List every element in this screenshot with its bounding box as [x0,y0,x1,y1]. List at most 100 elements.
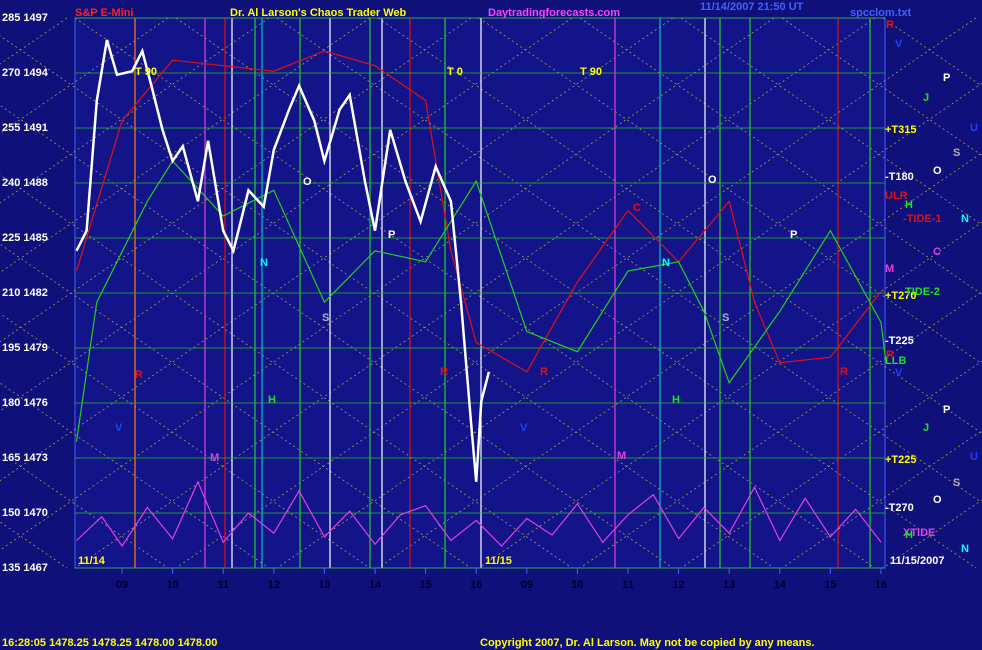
y-tick-label: 255 1491 [2,122,48,134]
annotation: -T180 [885,171,914,183]
footer-copyright: Copyright 2007, Dr. Al Larson. May not b… [480,637,815,649]
annotation: +T225 [885,454,917,466]
annotation: N [961,543,969,555]
annotation: 11/15/2007 [890,555,944,567]
lattice-line [781,17,982,156]
x-tick-label: 14 [369,579,382,591]
annotation: R [135,369,143,381]
annotation: V [895,38,903,50]
lattice-line [0,17,270,204]
y-tick-label: 240 1488 [2,177,48,189]
annotation: H [905,529,913,541]
footer-quote: 16:28:05 1478.25 1478.25 1478.00 1478.00 [2,637,217,649]
annotation: H [905,199,913,211]
annotation: P [388,229,395,241]
lattice-line [680,17,982,226]
y-tick-label: 210 1482 [2,287,48,299]
annotation: U [970,451,978,463]
x-tick-label: 16 [470,579,482,591]
x-tick-label: 15 [419,579,431,591]
lattice-line [0,17,169,134]
y-tick-label: 180 1476 [2,397,48,409]
x-tick-label: 12 [268,579,280,591]
y-tick-label: 270 1494 [2,67,49,79]
x-tick-label: 10 [571,579,583,591]
annotation: T 90 [580,66,602,78]
annotation: T 0 [447,66,463,78]
annotation: -TIDE-1 [903,213,942,225]
series-line [75,50,882,373]
header-file: spcclom.txt [850,7,911,19]
y-tick-label: 165 1473 [2,452,48,464]
lattice-line [0,17,472,343]
annotation: V [895,367,903,379]
annotation: V [115,422,123,434]
y-tick-label: 195 1479 [2,342,48,354]
annotation: 11/15 [485,555,512,567]
annotation: LLB [885,355,906,367]
annotation: C [933,246,941,258]
annotation: +T270 [885,290,917,302]
annotation: R [540,366,548,378]
annotation: -T270 [885,502,914,514]
annotation: N [260,257,268,269]
annotation: O [303,176,312,188]
annotation: M [617,450,626,462]
annotation: J [923,92,929,104]
annotation: O [708,174,717,186]
y-tick-label: 285 1497 [2,12,48,24]
annotation: R [440,366,448,378]
annotation: XTIDE [903,527,935,539]
x-tick-label: 11 [217,579,229,591]
y-tick-label: 150 1470 [2,507,48,519]
annotation: R [886,349,894,361]
annotation: N [961,213,969,225]
header-left: S&P E-Mini [75,7,133,19]
x-tick-label: 13 [723,579,735,591]
lattice-line [0,17,371,273]
x-tick-label: 10 [167,579,179,591]
annotation: 11/14 [78,555,106,567]
annotation: P [943,404,950,416]
annotation: S [953,147,960,159]
lattice-line [579,291,982,569]
x-tick-label: 13 [318,579,330,591]
x-tick-label: 09 [116,579,128,591]
annotation: C [633,202,641,214]
annotation: S [322,312,329,324]
header-title: Dr. Al Larson's Chaos Trader Web [230,7,407,19]
annotation: ULR [885,190,908,202]
annotation: O [933,165,942,177]
x-tick-label: 12 [672,579,684,591]
y-tick-label: 225 1485 [2,232,48,244]
annotation: M [210,452,219,464]
series-line [75,39,491,482]
annotation: J [923,422,929,434]
annotation: U [970,122,978,134]
annotation: P [943,72,950,84]
annotation: TIDE-2 [905,286,940,298]
series-line [75,160,887,442]
annotation: S [953,477,960,489]
x-tick-label: 09 [521,579,533,591]
annotation: S [722,312,729,324]
header-site: Daytradingforecasts.com [488,7,620,19]
annotation: N [662,257,670,269]
x-tick-label: 14 [774,579,787,591]
annotation: O [933,494,942,506]
annotation: H [268,394,276,406]
series-line [76,480,882,548]
header-stamp: 11/14/2007 21:50 UT [700,1,804,13]
x-tick-label: 15 [824,579,836,591]
annotation: +T315 [885,124,917,136]
annotation: T 90 [135,66,157,78]
annotation: R [886,19,894,31]
annotation: M [885,263,894,275]
x-tick-label: 11 [622,579,634,591]
y-tick-label: 135 1467 [2,562,48,574]
annotation: R [840,366,848,378]
annotation: V [520,422,528,434]
annotation: P [790,229,797,241]
annotation: -T225 [885,335,914,347]
